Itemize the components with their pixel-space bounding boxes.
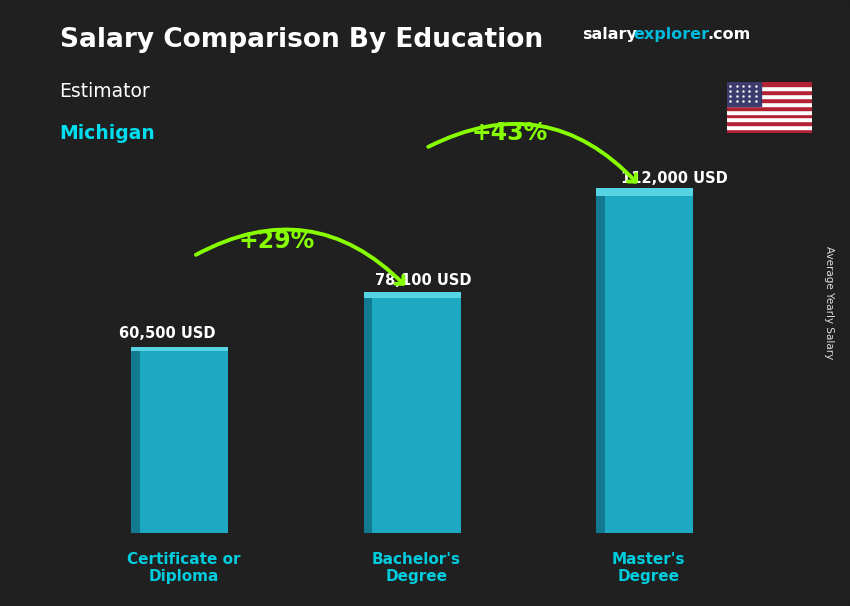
Bar bbox=[727, 102, 812, 105]
Text: 78,100 USD: 78,100 USD bbox=[375, 273, 471, 288]
Bar bbox=[727, 118, 812, 121]
Text: explorer: explorer bbox=[633, 27, 710, 42]
Bar bbox=[364, 298, 372, 533]
Bar bbox=[131, 347, 229, 351]
Bar bbox=[596, 188, 693, 196]
Text: +29%: +29% bbox=[239, 229, 315, 253]
Bar bbox=[727, 86, 812, 90]
Bar bbox=[596, 196, 604, 533]
Text: +43%: +43% bbox=[471, 121, 547, 145]
Bar bbox=[140, 351, 229, 533]
Text: salary: salary bbox=[582, 27, 638, 42]
Bar bbox=[727, 125, 812, 129]
Bar bbox=[727, 94, 812, 98]
Text: .com: .com bbox=[707, 27, 751, 42]
Bar bbox=[364, 292, 461, 298]
Bar bbox=[727, 121, 812, 125]
Text: Average Yearly Salary: Average Yearly Salary bbox=[824, 247, 834, 359]
Bar bbox=[727, 113, 812, 118]
Bar bbox=[727, 129, 812, 133]
Text: Michigan: Michigan bbox=[60, 124, 156, 143]
Text: 112,000 USD: 112,000 USD bbox=[621, 171, 728, 185]
Bar bbox=[131, 351, 140, 533]
Bar bbox=[727, 98, 812, 102]
Bar bbox=[727, 105, 812, 110]
Bar bbox=[727, 82, 812, 86]
Bar bbox=[727, 82, 761, 105]
Text: Estimator: Estimator bbox=[60, 82, 150, 101]
Bar bbox=[604, 196, 693, 533]
Text: 60,500 USD: 60,500 USD bbox=[119, 325, 216, 341]
Text: Salary Comparison By Education: Salary Comparison By Education bbox=[60, 27, 542, 53]
Bar bbox=[372, 298, 461, 533]
Bar bbox=[727, 90, 812, 94]
Bar bbox=[727, 110, 812, 113]
